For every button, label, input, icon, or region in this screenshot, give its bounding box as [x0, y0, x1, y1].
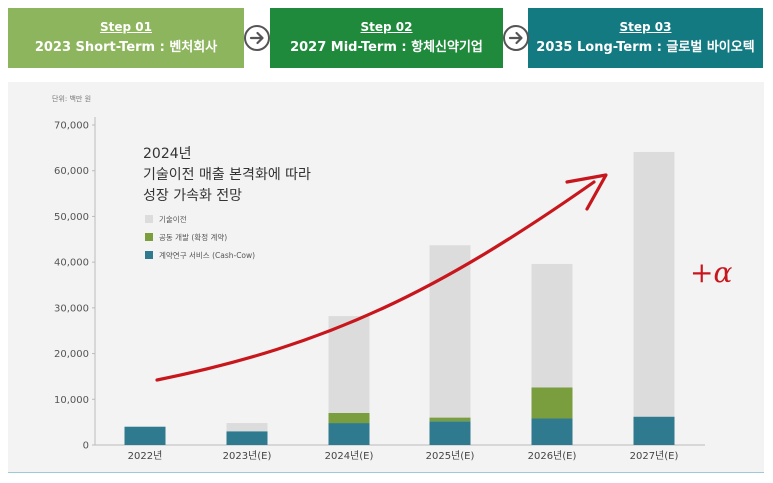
bottom-divider — [8, 472, 764, 473]
legend-swatch — [145, 215, 153, 223]
legend-swatch — [145, 233, 153, 241]
y-tick-label: 50,000 — [54, 212, 89, 223]
alpha-label: +α — [690, 256, 732, 289]
y-tick-label: 30,000 — [54, 303, 89, 314]
trend-arrowhead — [565, 173, 608, 211]
legend-label: 계약연구 서비스 (Cash-Cow) — [159, 250, 255, 260]
bar-segment — [633, 416, 675, 445]
unit-label: 단위: 백만 원 — [52, 94, 91, 103]
bar-segment — [429, 245, 471, 418]
y-tick-label: 70,000 — [54, 121, 89, 132]
bar-segment — [429, 417, 471, 422]
step-02-box: Step 02 2027 Mid-Term : 항체신약기업 — [270, 8, 503, 68]
annotation-line-2: 기술이전 매출 본격화에 따라 — [143, 167, 311, 183]
step-01-box: Step 01 2023 Short-Term : 벤처회사 — [8, 8, 244, 68]
circle-arrow-right-icon — [503, 25, 529, 51]
x-tick-label: 2023년(E) — [223, 450, 272, 462]
bar-segment — [531, 418, 573, 445]
x-tick-label: 2027년(E) — [630, 450, 679, 462]
y-tick-label: 40,000 — [54, 258, 89, 269]
bar-segment — [328, 413, 370, 424]
bar-segment — [633, 151, 675, 417]
bar-segment — [328, 423, 370, 445]
step-03-box: Step 03 2035 Long-Term : 글로벌 바이오텍 — [528, 8, 763, 68]
annotation-text: 2024년 기술이전 매출 본격화에 따라 성장 가속화 전망 — [143, 146, 311, 204]
step-03-title: 2035 Long-Term : 글로벌 바이오텍 — [536, 39, 755, 55]
legend-swatch — [145, 251, 153, 259]
trend-curve — [155, 180, 596, 382]
bar-segment — [226, 431, 268, 445]
annotation-line-3: 성장 가속화 전망 — [143, 188, 242, 204]
step-03-label: Step 03 — [619, 19, 672, 34]
bar-segment — [429, 421, 471, 445]
step-02-title: 2027 Mid-Term : 항체신약기업 — [290, 39, 483, 55]
x-tick-label: 2026년(E) — [528, 450, 577, 462]
step-01-label: Step 01 — [100, 19, 152, 34]
annotation-line-1: 2024년 — [143, 146, 192, 162]
bar-segment — [124, 426, 166, 445]
x-tick-label: 2024년(E) — [325, 450, 374, 462]
trend-arrow — [155, 173, 608, 382]
x-tick-label: 2025년(E) — [426, 450, 475, 462]
legend-label: 기술이전 — [159, 214, 187, 224]
circle-arrow-right-icon — [244, 25, 270, 51]
y-tick-label: 20,000 — [54, 349, 89, 360]
x-tick-label: 2022년 — [128, 450, 163, 462]
y-tick-label: 10,000 — [54, 395, 89, 406]
bar-segment — [531, 263, 573, 388]
y-tick-label: 60,000 — [54, 166, 89, 177]
legend-label: 공동 개발 (확정 계약) — [159, 232, 227, 242]
y-tick-label: 0 — [83, 441, 89, 452]
bar-segment — [226, 423, 268, 432]
roadmap-steps: Step 01 2023 Short-Term : 벤처회사 Step 02 2… — [0, 0, 773, 70]
bar-segment — [328, 316, 370, 413]
bar-segment — [531, 387, 573, 419]
step-01-title: 2023 Short-Term : 벤처회사 — [34, 39, 218, 55]
step-02-label: Step 02 — [360, 19, 413, 34]
